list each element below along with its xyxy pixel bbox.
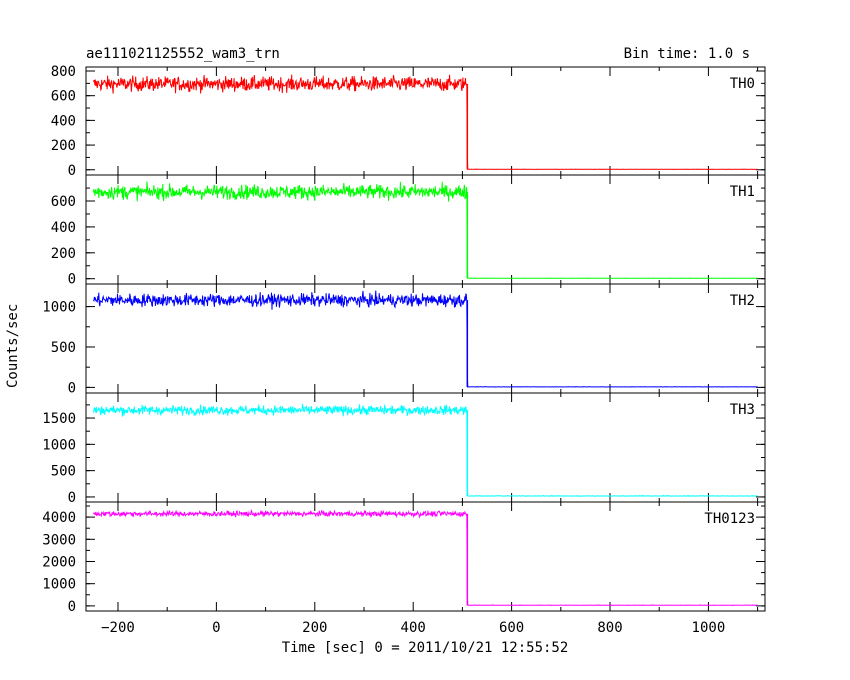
y-tick-label: 0 [68,272,76,288]
series-label-th0123: TH0123 [704,511,755,527]
series-label-th3: TH3 [730,402,755,418]
x-tick-label: 200 [302,620,327,636]
x-tick-label: 600 [499,620,524,636]
series-label-th1: TH1 [730,184,755,200]
y-tick-label: 0 [68,490,76,506]
x-axis-label: Time [sec] 0 = 2011/10/21 12:55:52 [281,640,569,656]
series-line-th0 [92,74,758,171]
x-tick-label: 400 [401,620,426,636]
series-label-th0: TH0 [730,76,755,92]
x-tick-label: 1000 [692,620,726,636]
series-line-th1 [92,181,758,279]
y-tick-label: 3000 [42,532,76,548]
y-tick-label: 400 [51,113,76,129]
y-tick-label: 0 [68,163,76,179]
y-tick-label: 800 [51,64,76,80]
y-tick-label: 600 [51,89,76,105]
series-line-th2 [92,290,758,388]
series-label-th2: TH2 [730,293,755,309]
y-tick-label: 500 [51,464,76,480]
bin-time-label: Bin time: 1.0 s [623,46,750,62]
y-tick-label: 600 [51,194,76,210]
x-tick-label: 0 [212,620,220,636]
series-line-th3 [92,403,758,497]
y-tick-label: 0 [68,380,76,396]
series-line-th0123 [92,508,758,606]
x-tick-label: −200 [101,620,135,636]
panel-frame-th0123 [85,501,766,612]
y-tick-label: 200 [51,138,76,154]
y-tick-label: 2000 [42,554,76,570]
x-tick-label: 800 [597,620,622,636]
y-tick-label: 400 [51,220,76,236]
chart-title: ae111021125552_wam3_trn [86,46,280,62]
y-tick-label: 4000 [42,510,76,526]
y-tick-label: 1000 [42,437,76,453]
y-tick-label: 1500 [42,411,76,427]
y-tick-label: 500 [51,340,76,356]
y-tick-label: 0 [68,599,76,615]
y-tick-label: 1000 [42,577,76,593]
y-tick-label: 1000 [42,300,76,316]
y-axis-label: Counts/sec [5,303,21,388]
y-tick-label: 200 [51,246,76,262]
